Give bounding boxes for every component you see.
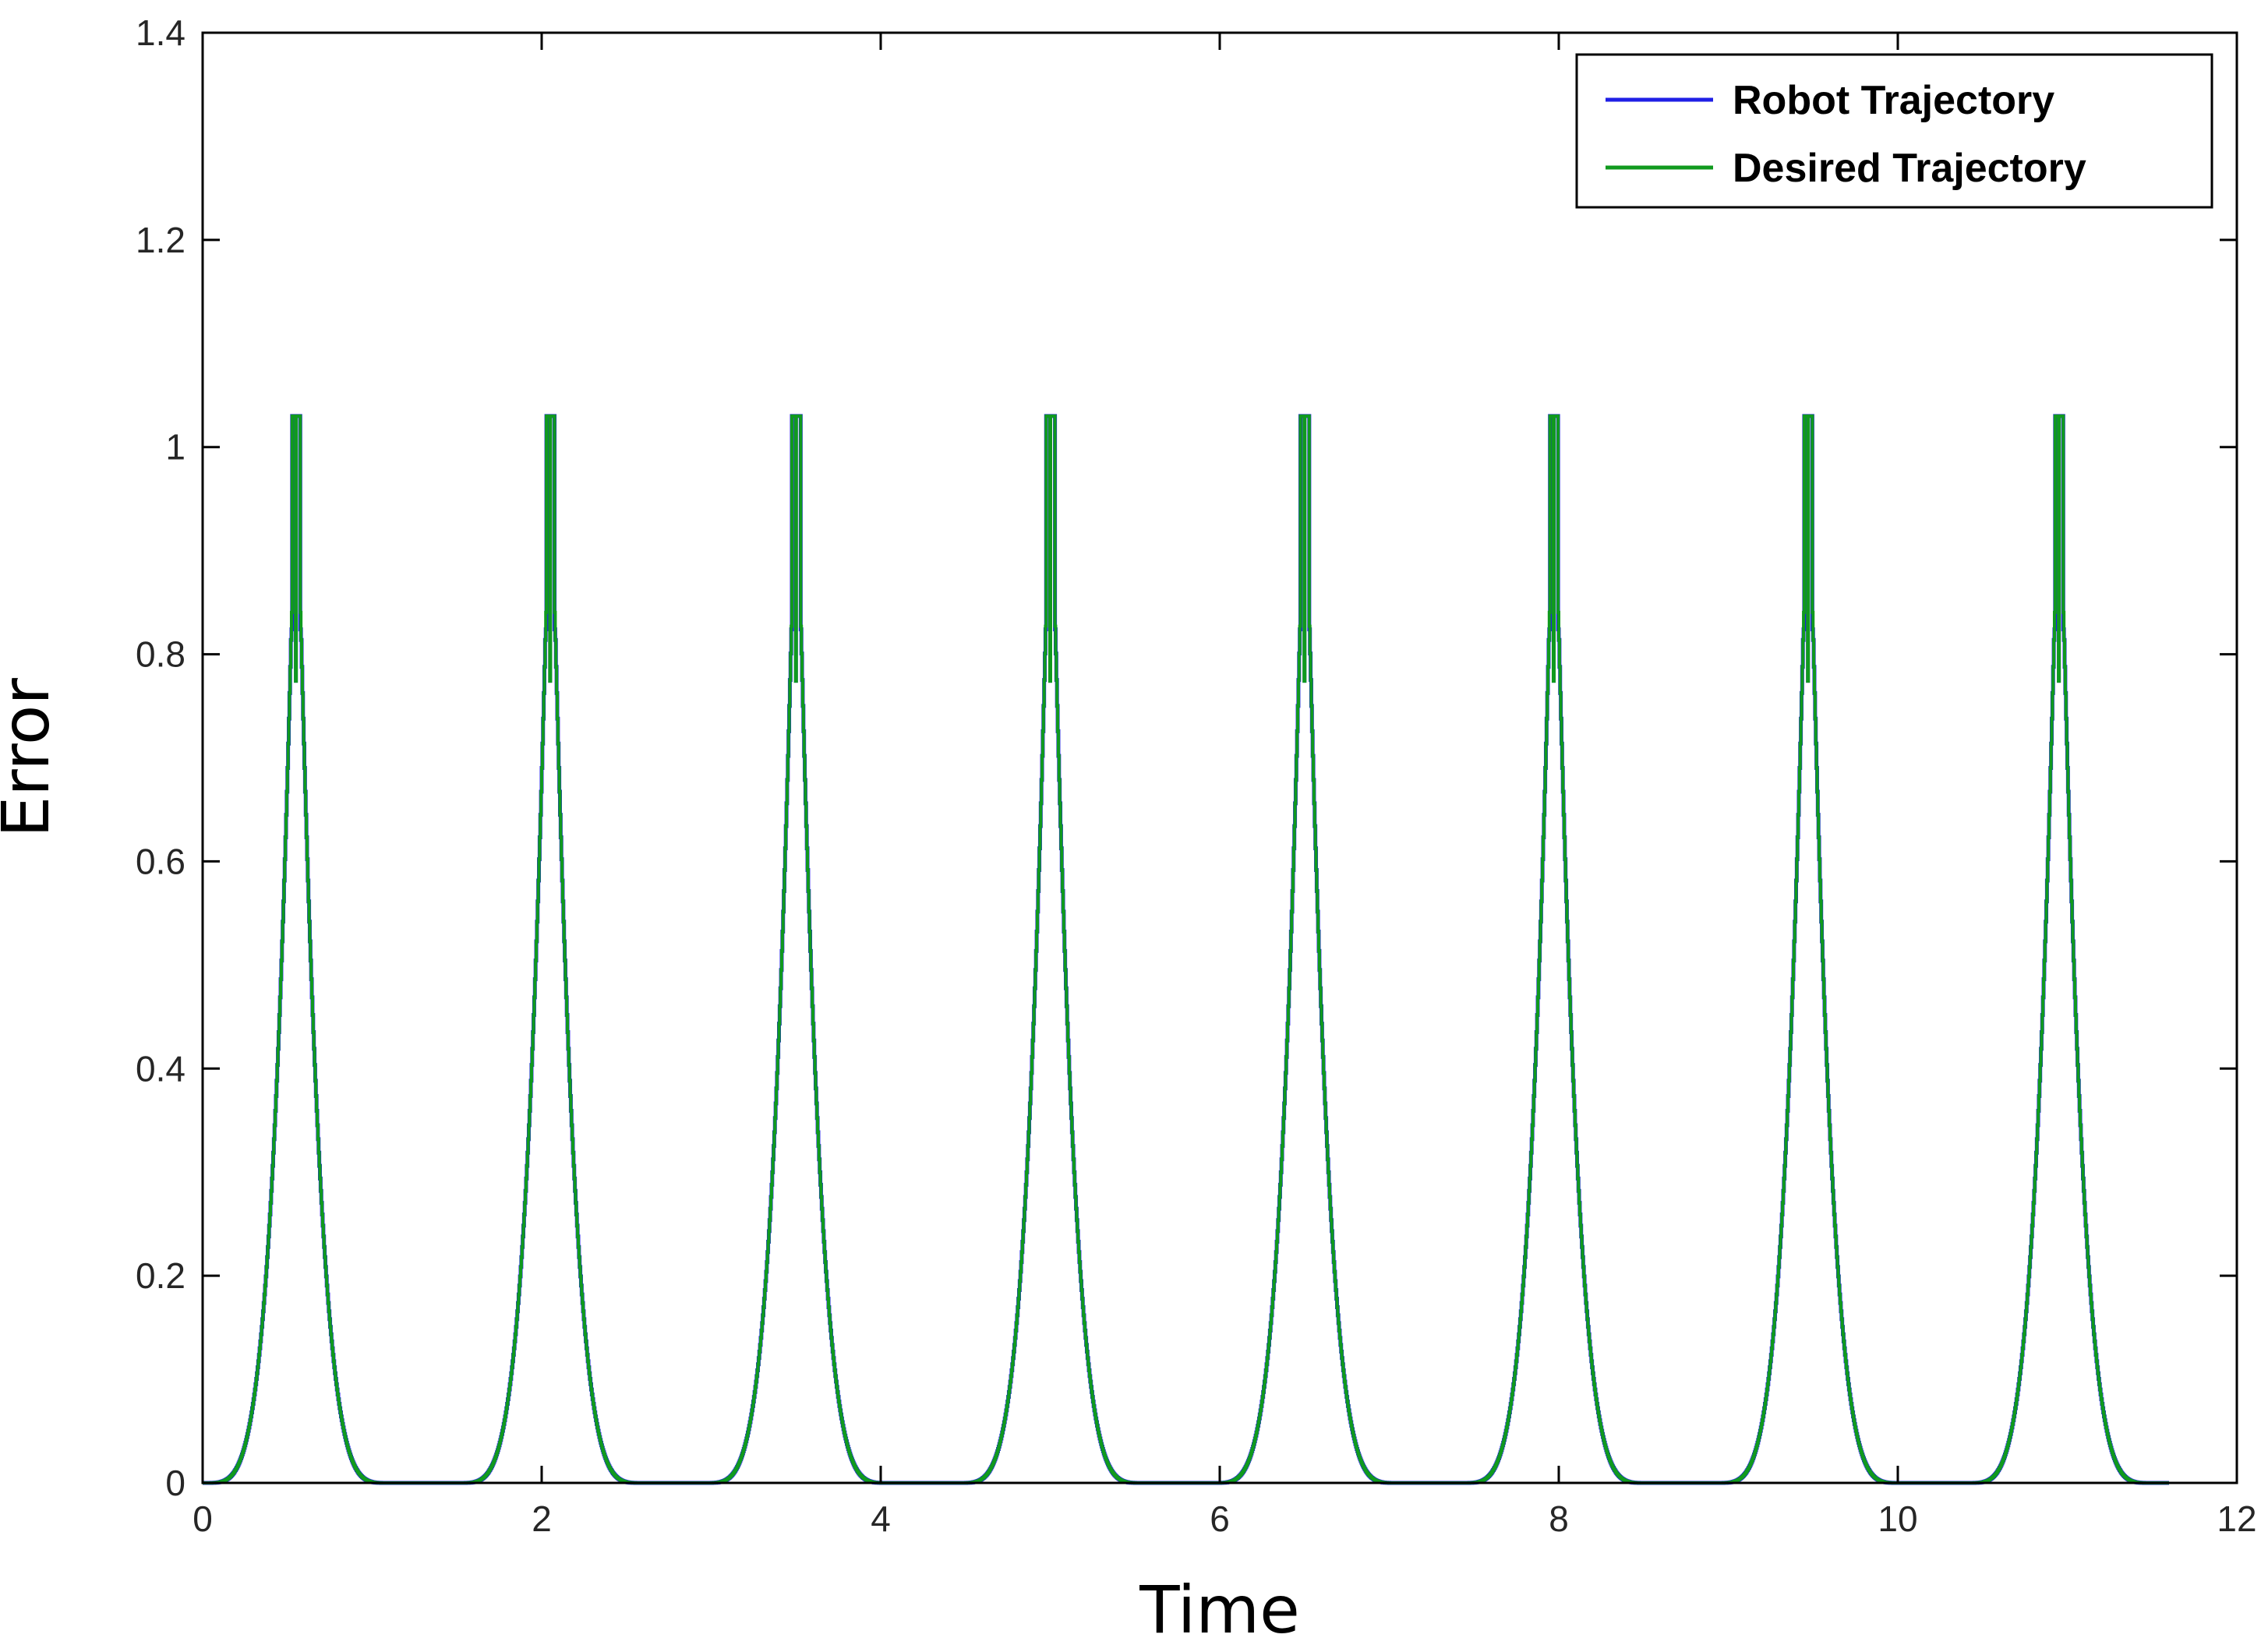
plot-area xyxy=(203,33,2237,1483)
axes-layer: 0 2 4 6 8 10 12 0 0.2 0.4 0.6 0.8 1 1.2 1.4 xyxy=(136,12,2257,1539)
legend-label: Desired Trajectory xyxy=(1733,146,2086,191)
y-tick-label: 0.2 xyxy=(136,1255,185,1296)
x-axis-title: Time xyxy=(1139,1572,1300,1648)
legend-box xyxy=(1575,53,2213,209)
x-tick-label: 12 xyxy=(2217,1498,2256,1539)
y-tick-label: 0 xyxy=(165,1463,185,1503)
x-tick-label: 0 xyxy=(193,1498,213,1539)
x-tick-label: 10 xyxy=(1878,1498,1917,1539)
x-tick-label: 8 xyxy=(1549,1498,1569,1539)
y-tick-label: 0.4 xyxy=(136,1048,185,1089)
x-tick-label: 2 xyxy=(532,1498,552,1539)
y-axis-title: Error xyxy=(0,678,64,838)
legend-label: Robot Trajectory xyxy=(1733,78,2054,123)
y-tick-label: 1 xyxy=(165,427,185,468)
y-tick-label: 0.6 xyxy=(136,841,185,881)
x-tick-label: 4 xyxy=(871,1498,891,1539)
y-tick-label: 1.4 xyxy=(136,12,185,53)
x-tick-label: 6 xyxy=(1210,1498,1230,1539)
legend: Robot Trajectory Desired Trajectory xyxy=(1575,53,2213,209)
y-tick-label: 1.2 xyxy=(136,220,185,260)
y-tick-label: 0.8 xyxy=(136,634,185,675)
